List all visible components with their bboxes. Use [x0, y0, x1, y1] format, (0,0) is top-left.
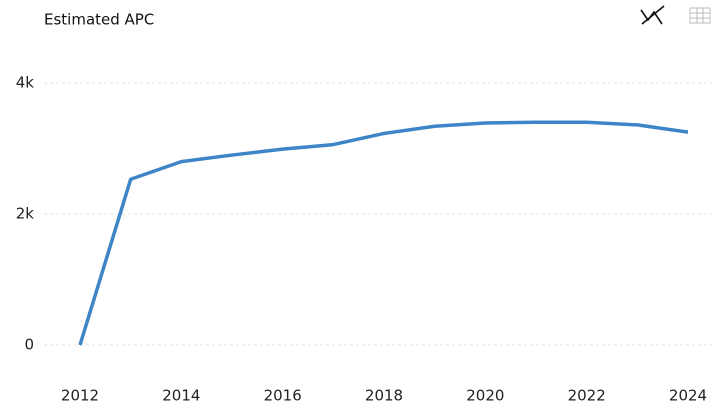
- y-tick-label: 0: [24, 336, 34, 354]
- chart-type-icon[interactable]: [640, 5, 665, 25]
- x-tick-label: 2016: [264, 387, 302, 405]
- chart-title: Estimated APC: [44, 11, 154, 29]
- x-tick-label: 2024: [669, 387, 707, 405]
- table-icon[interactable]: [689, 7, 711, 24]
- x-tick-label: 2014: [162, 387, 200, 405]
- y-tick-label: 4k: [16, 74, 35, 92]
- x-tick-label: 2018: [365, 387, 403, 405]
- x-tick-label: 2022: [568, 387, 606, 405]
- x-tick-label: 2012: [61, 387, 99, 405]
- y-tick-label: 2k: [16, 205, 35, 223]
- line: [78, 120, 689, 346]
- x-tick-label: 2020: [466, 387, 504, 405]
